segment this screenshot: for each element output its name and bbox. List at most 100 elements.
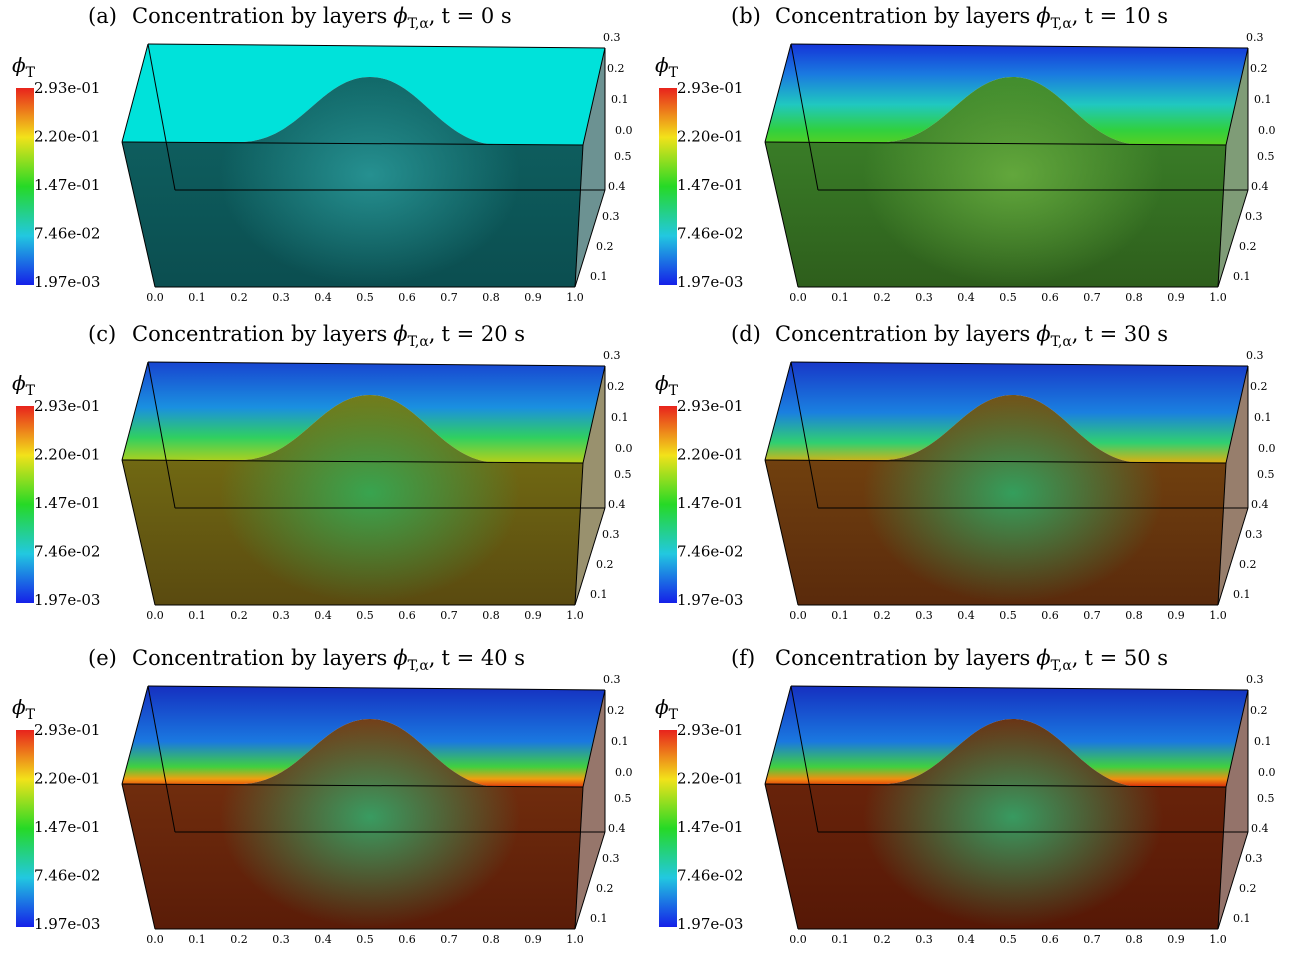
- height-tick-label: 0.3: [1246, 673, 1264, 686]
- box-edge: [121, 361, 149, 461]
- colorbar-symbol: ϕ: [655, 53, 669, 77]
- colorbar-title: ϕT: [655, 53, 679, 81]
- box-edge: [121, 141, 584, 146]
- x-tick-label: 0.5: [356, 933, 374, 946]
- box-edge: [121, 685, 149, 785]
- height-tick-label: 0.1: [611, 735, 629, 748]
- x-tick-label: 0.9: [524, 609, 542, 622]
- box-edge: [1225, 47, 1249, 146]
- colorbar-label: 2.93e-01: [34, 79, 100, 97]
- title-text: Concentration by layers: [775, 646, 1030, 670]
- x-tick-label: 0.7: [1083, 609, 1101, 622]
- x-tick-label: 0.2: [230, 291, 248, 304]
- x-tick-label: 0.2: [230, 609, 248, 622]
- height-tick-label: 0.1: [611, 93, 629, 106]
- colorbar-label: 1.97e-03: [34, 591, 100, 609]
- colorbar-label: 1.47e-01: [34, 818, 100, 836]
- depth-tick-label: 0.3: [602, 528, 620, 541]
- x-tick-label: 0.9: [1167, 609, 1185, 622]
- box-edge: [582, 365, 606, 464]
- x-tick-label: 0.2: [873, 291, 891, 304]
- panel-label: (a): [88, 4, 117, 28]
- colorbar-symbol: ϕ: [12, 53, 26, 77]
- x-tick-label: 1.0: [1209, 609, 1227, 622]
- colorbar-symbol: ϕ: [12, 371, 26, 395]
- colorbar-label: 2.93e-01: [677, 397, 743, 415]
- surface-back: [122, 362, 605, 463]
- x-tick-label: 0.4: [314, 609, 332, 622]
- x-tick-label: 0.3: [915, 291, 933, 304]
- panel: (b) Concentration by layers ϕT,α, t = 10 s ϕ…: [655, 4, 1276, 304]
- x-tick-label: 1.0: [566, 609, 584, 622]
- depth-tick-label: 0.2: [1239, 882, 1257, 895]
- depth-tick-label: 0.3: [1245, 852, 1263, 865]
- x-tick-label: 0.7: [440, 609, 458, 622]
- box-edge: [574, 786, 584, 930]
- depth-tick-label: 0.2: [1239, 240, 1257, 253]
- colorbar: [659, 730, 677, 927]
- box-edge: [764, 141, 1227, 146]
- x-tick-label: 0.8: [1125, 933, 1143, 946]
- box-edge: [147, 43, 606, 49]
- box-edge: [1217, 189, 1249, 288]
- box-edge: [1217, 831, 1249, 930]
- height-tick-label: 0.1: [1254, 411, 1272, 424]
- title-comma: ,: [429, 322, 436, 346]
- x-tick-label: 0.6: [398, 933, 416, 946]
- colorbar-label: 2.20e-01: [34, 770, 100, 788]
- depth-tick-label: 0.3: [1245, 210, 1263, 223]
- height-tick-label: 0.3: [1246, 31, 1264, 44]
- panel-label: (b): [731, 4, 761, 28]
- x-tick-label: 0.7: [1083, 291, 1101, 304]
- x-tick-label: 0.6: [398, 291, 416, 304]
- box-edge: [1225, 365, 1249, 464]
- surface-back: [765, 686, 1248, 787]
- title-symbol: ϕ: [393, 646, 407, 670]
- side-face: [575, 366, 605, 605]
- x-tick-label: 0.4: [957, 933, 975, 946]
- colorbar-label: 7.46e-02: [677, 225, 743, 243]
- panel-title: Concentration by layers ϕT,α, t = 40 s: [132, 646, 525, 674]
- x-tick-label: 0.3: [272, 609, 290, 622]
- depth-tick-label: 0.1: [1233, 270, 1251, 283]
- box-edge: [121, 459, 156, 606]
- height-tick-label: 0.0: [615, 124, 633, 137]
- height-tick-label: 0.0: [1258, 766, 1276, 779]
- colorbar: [659, 88, 677, 285]
- height-tick-label: 0.2: [1250, 704, 1268, 717]
- box-edge: [574, 462, 584, 606]
- colorbar-title: ϕT: [12, 695, 36, 723]
- title-comma: ,: [429, 646, 436, 670]
- title-symbol: ϕ: [1036, 646, 1050, 670]
- box-edge: [574, 831, 606, 930]
- colorbar-title: ϕT: [655, 371, 679, 399]
- depth-tick-label: 0.2: [1239, 558, 1257, 571]
- title-comma: ,: [1072, 4, 1079, 28]
- x-tick-label: 0.0: [789, 609, 807, 622]
- panel: (f) Concentration by layers ϕT,α, t = 50 sϕ…: [655, 646, 1276, 946]
- x-tick-label: 0.4: [957, 291, 975, 304]
- colorbar-label: 1.97e-03: [677, 915, 743, 933]
- title-time: t = 0 s: [441, 4, 511, 28]
- colorbar-title: ϕT: [12, 53, 36, 81]
- colorbar-label: 7.46e-02: [34, 867, 100, 885]
- x-tick-label: 0.0: [146, 933, 164, 946]
- height-tick-label: 0.0: [615, 442, 633, 455]
- panel-title: Concentration by layers ϕT,α, t = 10 s: [775, 4, 1168, 32]
- colorbar-label: 7.46e-02: [34, 543, 100, 561]
- box-edge: [764, 685, 792, 785]
- colorbar: [659, 406, 677, 603]
- x-tick-label: 0.1: [188, 291, 206, 304]
- depth-tick-label: 0.5: [614, 792, 632, 805]
- height-tick-label: 0.1: [1254, 735, 1272, 748]
- panel-title: Concentration by layers ϕT,α, t = 50 s: [775, 646, 1168, 674]
- title-time: t = 30 s: [1084, 322, 1168, 346]
- box-edge: [790, 43, 819, 191]
- title-text: Concentration by layers: [132, 4, 387, 28]
- depth-tick-label: 0.4: [608, 822, 626, 835]
- depth-tick-label: 0.1: [590, 270, 608, 283]
- colorbar-label: 2.93e-01: [677, 79, 743, 97]
- x-tick-label: 0.9: [524, 291, 542, 304]
- x-tick-label: 0.6: [398, 609, 416, 622]
- x-tick-label: 0.6: [1041, 609, 1059, 622]
